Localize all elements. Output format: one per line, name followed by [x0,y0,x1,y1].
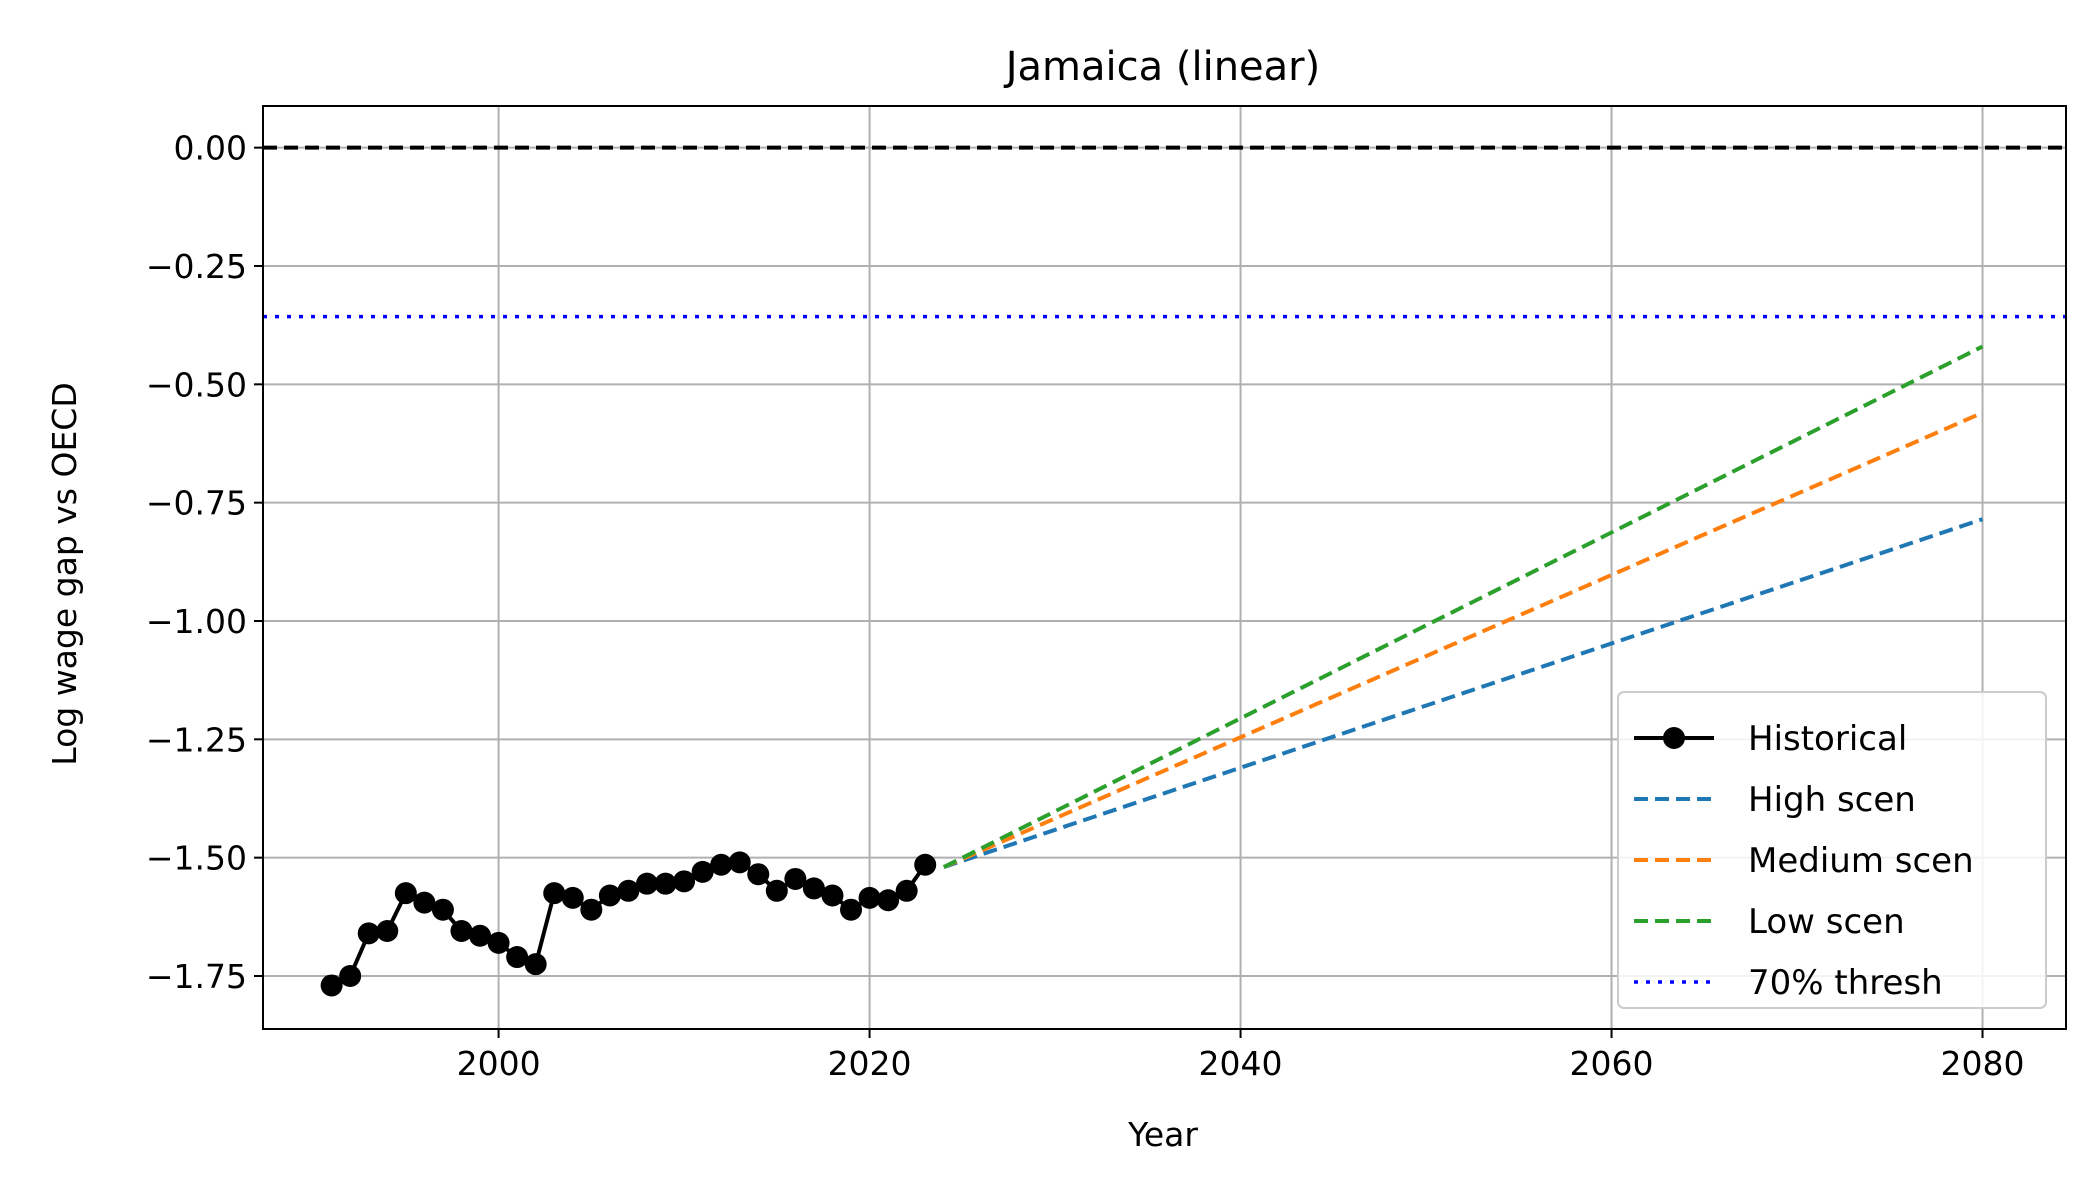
data-point-historical [840,898,863,921]
data-point-historical [561,886,584,909]
x-tick-label: 2020 [828,1044,912,1083]
legend-marker-historical [1663,727,1685,749]
data-point-historical [858,886,881,909]
data-point-historical [394,882,417,905]
series-layer [320,344,1984,997]
data-point-historical [802,877,825,900]
data-point-historical [431,898,454,921]
data-point-historical [728,851,751,874]
x-tick-label: 2060 [1570,1044,1654,1083]
data-point-historical [617,879,640,902]
y-axis-label: Log wage gap vs OECD [45,382,84,765]
data-point-historical [506,946,529,969]
data-point-historical [654,872,677,895]
data-point-historical [487,931,510,954]
data-point-historical [413,891,436,914]
data-point-historical [914,853,937,876]
data-point-historical [543,882,566,905]
data-point-historical [710,853,733,876]
x-axis-label: Year [1127,1115,1198,1154]
y-tick-label: −0.25 [146,247,247,286]
data-point-historical [765,879,788,902]
y-tick-label: −0.50 [146,365,247,404]
y-axis-ticks: 0.00 −0.25 −0.50 −0.75 −1.00 −1.25 −1.50 −1.75 [146,129,263,996]
series-line-high-scen [943,517,1984,869]
chart-title: Jamaica (linear) [1003,44,1320,90]
legend-label-low-scen: Low scen [1748,902,1905,942]
legend-label-high-scen: High scen [1748,780,1916,820]
data-point-historical [877,889,900,912]
data-point-historical [320,974,343,997]
y-tick-label: −0.75 [146,484,247,523]
data-point-historical [598,884,621,907]
data-point-historical [376,920,399,943]
series-line-low-scen [942,344,1984,869]
y-tick-label: 0.00 [174,129,247,168]
data-point-historical [357,922,380,945]
x-tick-label: 2000 [457,1044,541,1083]
data-point-historical [524,953,547,976]
data-point-historical [580,898,603,921]
y-tick-label: −1.00 [146,602,247,641]
data-point-historical [673,870,696,893]
data-point-historical [691,860,714,883]
legend: Historical High scen Medium scen Low scen 70… [1617,691,2047,1009]
data-point-historical [821,884,844,907]
data-point-historical [747,863,770,886]
y-tick-label: −1.25 [146,720,247,759]
legend-label-historical: Historical [1748,719,1907,759]
legend-box [1617,691,2047,1009]
data-point-historical [784,867,807,890]
y-tick-label: −1.75 [146,957,247,996]
x-axis-ticks: 2000 2020 2040 2060 2080 [457,1029,2025,1083]
legend-label-medium-scen: Medium scen [1748,841,1974,881]
reference-lines [263,145,2066,319]
y-tick-label: −1.50 [146,839,247,878]
x-tick-label: 2040 [1199,1044,1283,1083]
data-point-historical [339,964,362,987]
data-point-historical [469,924,492,947]
data-point-historical [895,879,918,902]
legend-label-70-thresh: 70% thresh [1748,963,1943,1003]
data-point-historical [635,872,658,895]
plot-frame [262,105,2067,1030]
x-tick-label: 2080 [1941,1044,2025,1083]
data-point-historical [450,920,473,943]
